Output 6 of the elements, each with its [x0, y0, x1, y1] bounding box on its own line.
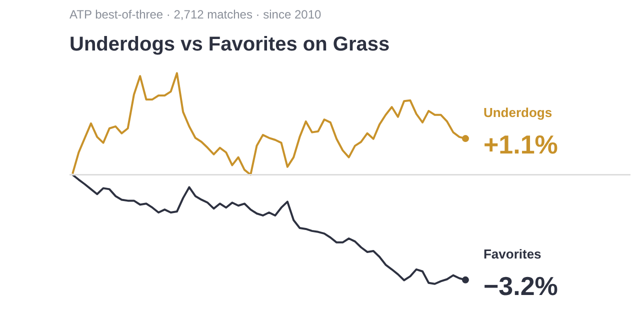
series-label: Underdogs — [483, 105, 552, 120]
series-label: Favorites — [483, 246, 542, 262]
chart-subtitle: ATP best-of-three · 2,712 matches · since 2010 — [70, 8, 322, 22]
data-label: +1.1% — [483, 130, 558, 160]
data-label: −3.2% — [483, 270, 558, 301]
chart-title: Underdogs vs Favorites on Grass — [70, 34, 390, 56]
